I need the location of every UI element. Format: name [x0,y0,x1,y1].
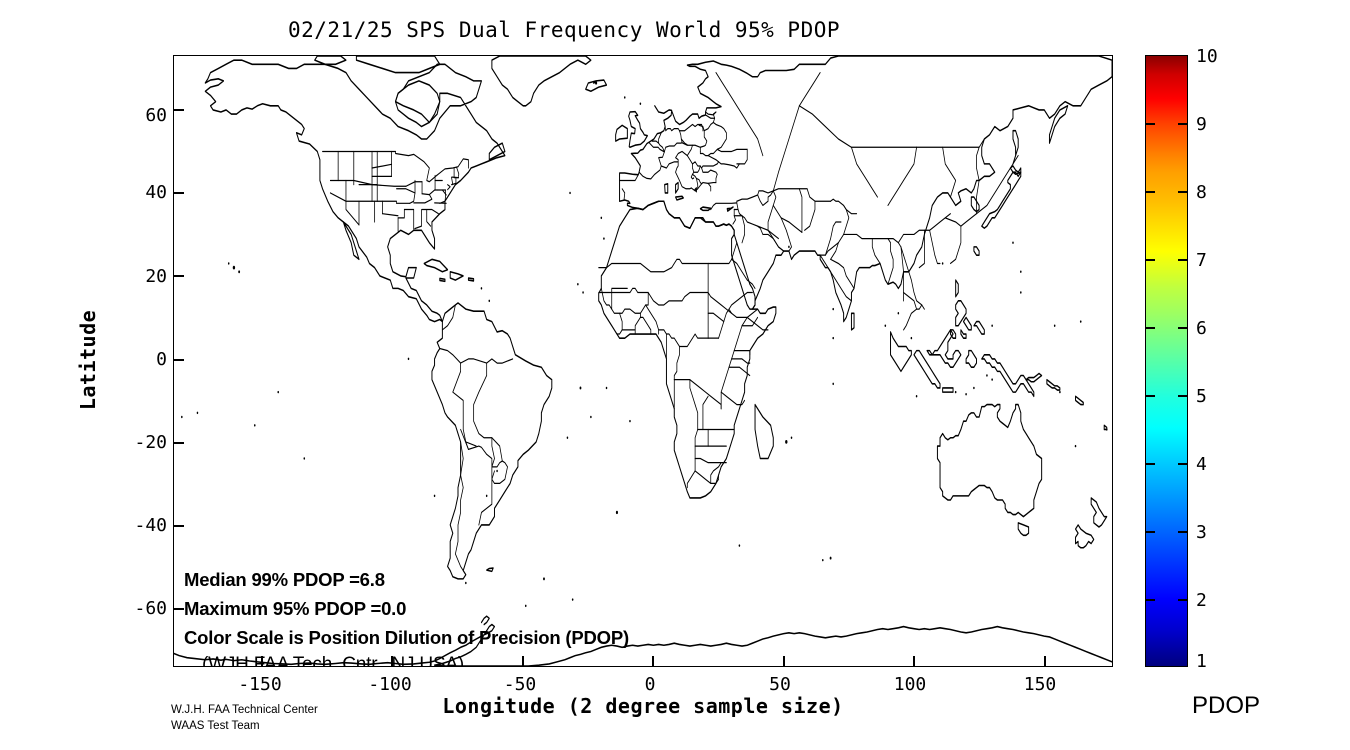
y-tick-label-60: 60 [145,105,167,126]
x-tick-label-neg150: -150 [238,674,282,695]
colorbar-label-9: 9 [1196,114,1207,135]
map-plot-area[interactable]: Median 99% PDOP =6.8 Maximum 95% PDOP =0… [173,55,1113,667]
credit-line-2: WAAS Test Team [171,720,260,732]
y-tick-label-neg40: -40 [134,515,167,536]
y-tick-mark-20 [174,275,184,277]
x-tick-mark-neg150 [261,656,263,666]
colorbar-label-1: 1 [1196,651,1207,672]
x-tick-mark-150 [1044,656,1046,666]
maximum-pdop-annotation: Maximum 95% PDOP =0.0 [184,598,407,619]
y-axis-title: Latitude [76,309,100,411]
colorbar-label-8: 8 [1196,182,1207,203]
y-tick-mark-40 [174,192,184,194]
x-tick-mark-0 [652,656,654,666]
colorbar-label-7: 7 [1196,250,1207,271]
median-pdop-annotation: Median 99% PDOP =6.8 [184,569,385,590]
colorbar-tick-2-right [1178,599,1187,601]
colorbar-tick-4-right [1178,463,1187,465]
colorbar-label-2: 2 [1196,590,1207,611]
credit-line-1: W.J.H. FAA Technical Center [171,704,318,716]
x-tick-mark-100 [913,656,915,666]
colorbar[interactable] [1145,55,1188,667]
colorbar-tick-4-left [1146,463,1155,465]
colorbar-tick-9-left [1146,123,1155,125]
world-map [174,56,1112,666]
x-tick-label-neg100: -100 [368,674,412,695]
colorbar-tick-8-left [1146,191,1155,193]
x-tick-mark-neg100 [391,656,393,666]
y-tick-label-0: 0 [156,349,167,370]
x-tick-label-0: 0 [644,674,656,695]
colorbar-tick-5-right [1178,395,1187,397]
colorbar-tick-2-left [1146,599,1155,601]
colorbar-tick-9-right [1178,123,1187,125]
y-tick-label-20: 20 [145,266,167,287]
colorbar-title: PDOP [1192,692,1261,719]
colorbar-label-5: 5 [1196,386,1207,407]
x-tick-label-150: 150 [1023,674,1057,695]
x-tick-label-100: 100 [893,674,927,695]
y-tick-mark-0 [174,359,184,361]
y-tick-label-40: 40 [145,182,167,203]
colorbar-tick-6-right [1178,327,1187,329]
x-tick-mark-neg50 [522,656,524,666]
x-tick-label-50: 50 [769,674,791,695]
y-tick-label-neg60: -60 [134,598,167,619]
colorbar-tick-6-left [1146,327,1155,329]
chart-title: 02/21/25 SPS Dual Frequency World 95% PD… [287,18,840,42]
colorbar-label-3: 3 [1196,522,1207,543]
colorbar-tick-3-left [1146,531,1155,533]
colorbar-tick-7-right [1178,259,1187,261]
x-tick-label-neg50: -50 [503,674,537,695]
y-tick-mark-neg60 [174,608,184,610]
organization-annotation: (WJH FAA Tech. Cntr., NJ USA) [202,654,465,667]
colorbar-label-4: 4 [1196,454,1207,475]
y-tick-label-neg20: -20 [134,432,167,453]
y-tick-mark-neg20 [174,442,184,444]
colorbar-tick-3-right [1178,531,1187,533]
colorbar-tick-5-left [1146,395,1155,397]
colorbar-label-6: 6 [1196,318,1207,339]
y-tick-mark-60 [174,109,184,111]
colorbar-tick-7-left [1146,259,1155,261]
x-axis-title: Longitude (2 degree sample size) [442,694,844,718]
x-tick-mark-50 [783,656,785,666]
color-scale-annotation: Color Scale is Position Dilution of Prec… [184,627,629,648]
y-tick-mark-neg40 [174,525,184,527]
colorbar-label-10: 10 [1196,46,1218,67]
colorbar-tick-8-right [1178,191,1187,193]
